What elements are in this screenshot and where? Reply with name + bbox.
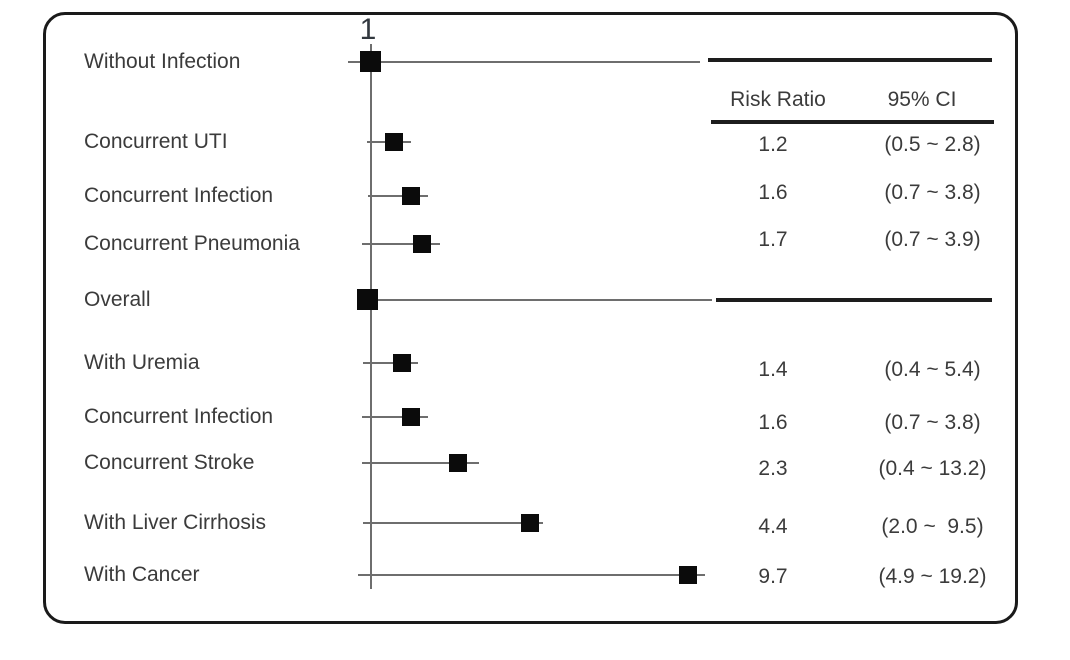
point-estimate-marker bbox=[402, 187, 420, 205]
row-label: With Cancer bbox=[84, 563, 200, 586]
point-estimate-marker bbox=[679, 566, 697, 584]
risk-ratio-value: 1.4 bbox=[758, 358, 788, 381]
ci-whisker bbox=[362, 462, 479, 464]
point-estimate-marker bbox=[357, 289, 378, 310]
row-label: Concurrent Infection bbox=[84, 405, 274, 428]
ci-value: (0.4 ~ 13.2) bbox=[878, 457, 987, 480]
table-header-rule bbox=[711, 120, 994, 124]
row-label: Concurrent Infection bbox=[84, 184, 274, 207]
row-label: Without Infection bbox=[84, 50, 241, 73]
table-top-rule bbox=[708, 58, 992, 62]
figure-border-frame bbox=[43, 12, 1018, 624]
point-estimate-marker bbox=[413, 235, 431, 253]
ci-value: (0.7 ~ 3.8) bbox=[884, 181, 981, 204]
reference-axis-line bbox=[370, 44, 372, 589]
table-overall-rule bbox=[716, 298, 992, 302]
point-estimate-marker bbox=[360, 51, 381, 72]
reference-line-label: 1 bbox=[359, 13, 377, 46]
ci-value: (0.4 ~ 5.4) bbox=[884, 358, 981, 381]
row-label: Concurrent UTI bbox=[84, 130, 228, 153]
ci-column-header: 95% CI bbox=[887, 88, 957, 111]
risk-ratio-value: 4.4 bbox=[758, 515, 788, 538]
risk-ratio-value: 1.2 bbox=[758, 133, 788, 156]
ci-whisker bbox=[368, 195, 428, 197]
row-label: With Uremia bbox=[84, 351, 200, 374]
risk-ratio-column-header: Risk Ratio bbox=[730, 88, 826, 111]
ci-whisker bbox=[363, 362, 418, 364]
ci-whisker bbox=[362, 243, 440, 245]
ci-whisker bbox=[358, 574, 705, 576]
row-label: With Liver Cirrhosis bbox=[84, 511, 267, 534]
risk-ratio-value: 1.6 bbox=[758, 411, 788, 434]
ci-whisker bbox=[362, 416, 428, 418]
risk-ratio-value: 9.7 bbox=[758, 565, 788, 588]
ci-value: (0.7 ~ 3.8) bbox=[884, 411, 981, 434]
reference-row-line bbox=[348, 61, 700, 63]
row-label: Overall bbox=[84, 288, 151, 311]
point-estimate-marker bbox=[393, 354, 411, 372]
row-label: Concurrent Stroke bbox=[84, 451, 255, 474]
reference-row-line bbox=[358, 299, 712, 301]
ci-value: (0.7 ~ 3.9) bbox=[884, 228, 981, 251]
row-label: Concurrent Pneumonia bbox=[84, 232, 300, 255]
point-estimate-marker bbox=[402, 408, 420, 426]
ci-value: (4.9 ~ 19.2) bbox=[878, 565, 987, 588]
risk-ratio-value: 1.6 bbox=[758, 181, 788, 204]
ci-whisker bbox=[363, 522, 543, 524]
risk-ratio-value: 1.7 bbox=[758, 228, 788, 251]
risk-ratio-value: 2.3 bbox=[758, 457, 788, 480]
point-estimate-marker bbox=[521, 514, 539, 532]
ci-value: (0.5 ~ 2.8) bbox=[884, 133, 981, 156]
point-estimate-marker bbox=[385, 133, 403, 151]
ci-value: (2.0 ~ 9.5) bbox=[881, 515, 984, 538]
point-estimate-marker bbox=[449, 454, 467, 472]
